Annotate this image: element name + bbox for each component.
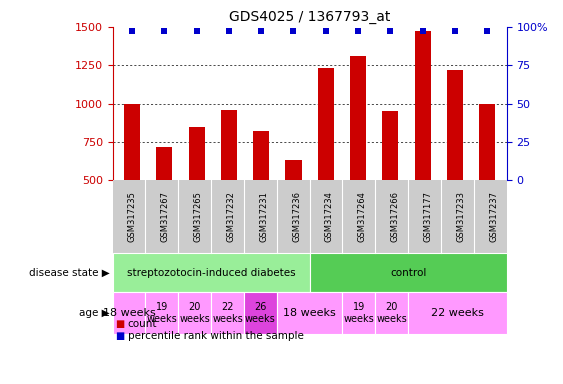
Bar — [382, 111, 399, 180]
Text: GSM317266: GSM317266 — [391, 192, 400, 242]
Bar — [124, 104, 140, 180]
Point — [127, 28, 136, 35]
Bar — [414, 31, 431, 180]
Text: GSM317232: GSM317232 — [226, 192, 235, 242]
Text: streptozotocin-induced diabetes: streptozotocin-induced diabetes — [127, 268, 296, 278]
Point — [354, 28, 363, 35]
Text: control: control — [390, 268, 426, 278]
Text: 22 weeks: 22 weeks — [431, 308, 484, 318]
Text: GSM317236: GSM317236 — [292, 192, 301, 242]
Text: 20
weeks: 20 weeks — [377, 302, 407, 324]
Point — [418, 28, 427, 35]
Text: GSM317234: GSM317234 — [325, 192, 334, 242]
Bar — [189, 127, 205, 180]
Text: GSM317233: GSM317233 — [456, 192, 465, 242]
Point — [192, 28, 201, 35]
Text: disease state ▶: disease state ▶ — [29, 268, 110, 278]
Text: GSM317177: GSM317177 — [423, 192, 432, 242]
Text: ■: ■ — [115, 331, 124, 341]
Text: 26
weeks: 26 weeks — [245, 302, 276, 324]
Text: GSM317231: GSM317231 — [259, 192, 268, 242]
Bar — [285, 160, 302, 180]
Text: age ▶: age ▶ — [79, 308, 110, 318]
Bar — [253, 131, 269, 180]
Text: 18 weeks: 18 weeks — [102, 308, 155, 318]
Text: GSM317264: GSM317264 — [358, 192, 367, 242]
Point — [289, 28, 298, 35]
Bar — [318, 68, 334, 180]
Text: percentile rank within the sample: percentile rank within the sample — [128, 331, 303, 341]
Bar — [447, 70, 463, 180]
Point — [386, 28, 395, 35]
Bar — [350, 56, 366, 180]
Point — [160, 28, 169, 35]
Text: 22
weeks: 22 weeks — [212, 302, 243, 324]
Point — [225, 28, 234, 35]
Point — [450, 28, 459, 35]
Text: 18 weeks: 18 weeks — [283, 308, 336, 318]
Text: 20
weeks: 20 weeks — [180, 302, 210, 324]
Bar — [221, 110, 237, 180]
Bar — [156, 147, 172, 180]
Point — [321, 28, 330, 35]
Text: 19
weeks: 19 weeks — [146, 302, 177, 324]
Bar — [479, 104, 495, 180]
Text: GSM317265: GSM317265 — [194, 192, 203, 242]
Text: GSM317267: GSM317267 — [160, 192, 169, 242]
Text: 19
weeks: 19 weeks — [343, 302, 374, 324]
Title: GDS4025 / 1367793_at: GDS4025 / 1367793_at — [229, 10, 390, 25]
Point — [483, 28, 492, 35]
Text: GSM317235: GSM317235 — [128, 192, 137, 242]
Point — [257, 28, 266, 35]
Text: count: count — [128, 319, 157, 329]
Text: GSM317237: GSM317237 — [489, 192, 498, 242]
Text: ■: ■ — [115, 319, 124, 329]
